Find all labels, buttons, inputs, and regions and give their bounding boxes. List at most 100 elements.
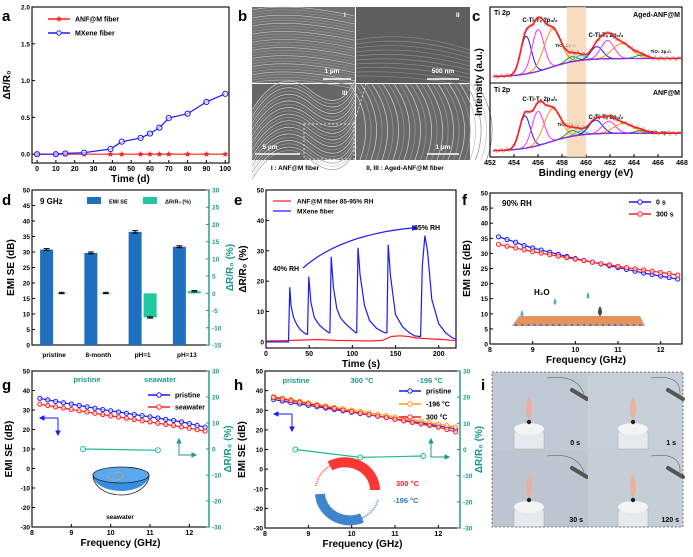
data-point bbox=[279, 396, 285, 402]
peak-label: C-Ti-Tₓ 2p₁/₂ bbox=[589, 33, 624, 39]
x-tick-label: 466 bbox=[652, 160, 664, 167]
bar-EMI SE bbox=[172, 246, 186, 345]
data-point bbox=[288, 398, 294, 404]
sem-caption-left: I : ANF@M fiber bbox=[271, 165, 320, 172]
x-tick-label: 0 bbox=[35, 166, 39, 173]
data-point bbox=[504, 236, 510, 243]
data-point bbox=[547, 252, 553, 258]
x-tick-label: 30 bbox=[90, 166, 98, 173]
raw-data-point bbox=[505, 147, 509, 150]
data-point bbox=[666, 271, 672, 277]
y-axis-label: ΔR/R₀ bbox=[2, 71, 13, 100]
series-line bbox=[39, 397, 206, 428]
state-label-hot: 300 °C bbox=[350, 376, 374, 385]
y2-tick-label: -10 bbox=[463, 473, 473, 480]
y-tick-label: 10 bbox=[256, 447, 264, 454]
panel-letter-b: b bbox=[238, 8, 247, 25]
data-point bbox=[420, 453, 427, 460]
y-tick-label: 15 bbox=[481, 296, 489, 303]
x-tick-label: 460 bbox=[580, 160, 592, 167]
y-tick-label: 0.0 bbox=[21, 152, 30, 159]
data-point bbox=[194, 422, 200, 429]
bar-EMI SE bbox=[40, 249, 54, 345]
panel-letter-d: d bbox=[2, 192, 11, 209]
x-tick-label: 9 bbox=[69, 530, 73, 537]
legend-item: 0 s bbox=[629, 199, 666, 207]
raw-data-point bbox=[500, 147, 503, 150]
data-point bbox=[357, 454, 364, 461]
data-point bbox=[156, 150, 163, 157]
state-label-seawater: seawater bbox=[144, 375, 176, 384]
y-tick-label: 35 bbox=[481, 236, 489, 243]
x-tick-label: 8 bbox=[488, 347, 492, 354]
data-point bbox=[521, 247, 527, 253]
plot-frame bbox=[265, 189, 457, 349]
fit-component bbox=[493, 119, 681, 152]
y2-tick-label: -5 bbox=[212, 308, 218, 315]
data-point bbox=[453, 429, 459, 435]
data-point bbox=[203, 150, 210, 157]
data-point bbox=[331, 405, 337, 412]
data-point bbox=[131, 411, 137, 418]
data-point bbox=[357, 410, 363, 416]
y-tick-label: 0 bbox=[26, 466, 30, 473]
data-point bbox=[366, 411, 372, 418]
series-line bbox=[39, 403, 206, 432]
data-point bbox=[538, 250, 544, 256]
data-point bbox=[427, 422, 433, 429]
y2-axis-label: ΔR/R₀ (%) bbox=[225, 244, 236, 291]
x-tick-label: 10 bbox=[348, 531, 356, 538]
y-tick-label: 10 bbox=[481, 311, 489, 318]
x-tick-label: 10 bbox=[107, 530, 115, 537]
scale-bar-label: 500 nm bbox=[432, 68, 455, 75]
data-point bbox=[33, 151, 41, 158]
chart-panel-c: 452 454 456 458 460 462 464 466 468 Binding energ… bbox=[474, 6, 688, 179]
data-point bbox=[107, 150, 114, 157]
data-point bbox=[81, 149, 88, 156]
data-point bbox=[495, 234, 502, 240]
y-axis-label: ΔR/R₀ (%) bbox=[238, 245, 249, 292]
left-axis-arrow bbox=[38, 415, 61, 437]
data-point bbox=[186, 421, 192, 427]
data-point bbox=[401, 418, 407, 424]
y-tick-label: -30 bbox=[254, 526, 264, 533]
data-point bbox=[53, 398, 59, 405]
series-line bbox=[83, 448, 158, 451]
legend-label: 300 °C bbox=[426, 414, 447, 422]
x-tick-label: 70 bbox=[165, 166, 173, 173]
y2-tick-label: 20 bbox=[212, 222, 220, 229]
chart-panel-e: 0 50 100 150 200 0 10 20 30 40 50 Time (s) ΔR/R₀ (%)… bbox=[238, 188, 457, 370]
data-point bbox=[222, 150, 229, 157]
y2-tick-label: -30 bbox=[212, 525, 222, 532]
raw-data-point bbox=[500, 73, 503, 76]
panel-b-sem-images: I II III 1 µm 500 nm 5 µm 1 µm I : ANF@M… bbox=[251, 6, 493, 180]
peak-label: TiO₂ 2p₃/₂ bbox=[555, 43, 576, 48]
peak-label: TiO₂ 2p₁/₂ bbox=[650, 49, 671, 54]
data-point bbox=[271, 394, 277, 401]
legend-item: pristine bbox=[148, 392, 200, 400]
xps-sample-top: Aged-ANF@M bbox=[633, 12, 680, 19]
y-tick-label: 40 bbox=[256, 388, 264, 395]
panel-letter-c: c bbox=[472, 8, 480, 25]
raw-data-point bbox=[663, 58, 666, 62]
data-point bbox=[323, 404, 329, 410]
category-label: pH=1 bbox=[135, 352, 151, 359]
y2-tick-label: 0 bbox=[212, 447, 216, 454]
series-MXene fiber bbox=[33, 90, 229, 158]
data-point bbox=[184, 150, 191, 157]
y2-tick-label: 10 bbox=[463, 421, 471, 428]
raw-data-point bbox=[669, 58, 672, 62]
legend-label: MXene fiber bbox=[75, 31, 115, 38]
raw-data-point bbox=[657, 58, 660, 61]
data-point bbox=[171, 417, 177, 424]
y-tick-label: 10 bbox=[257, 309, 265, 316]
x-tick-label: 60 bbox=[146, 166, 154, 173]
state-label-pristine: pristine bbox=[282, 376, 309, 385]
data-point bbox=[292, 446, 299, 453]
y-tick-label: 30 bbox=[23, 250, 31, 257]
legend-item: seawater bbox=[148, 404, 205, 412]
data-point bbox=[495, 241, 502, 247]
x-tick-label: 150 bbox=[390, 351, 402, 358]
data-point bbox=[222, 90, 229, 97]
